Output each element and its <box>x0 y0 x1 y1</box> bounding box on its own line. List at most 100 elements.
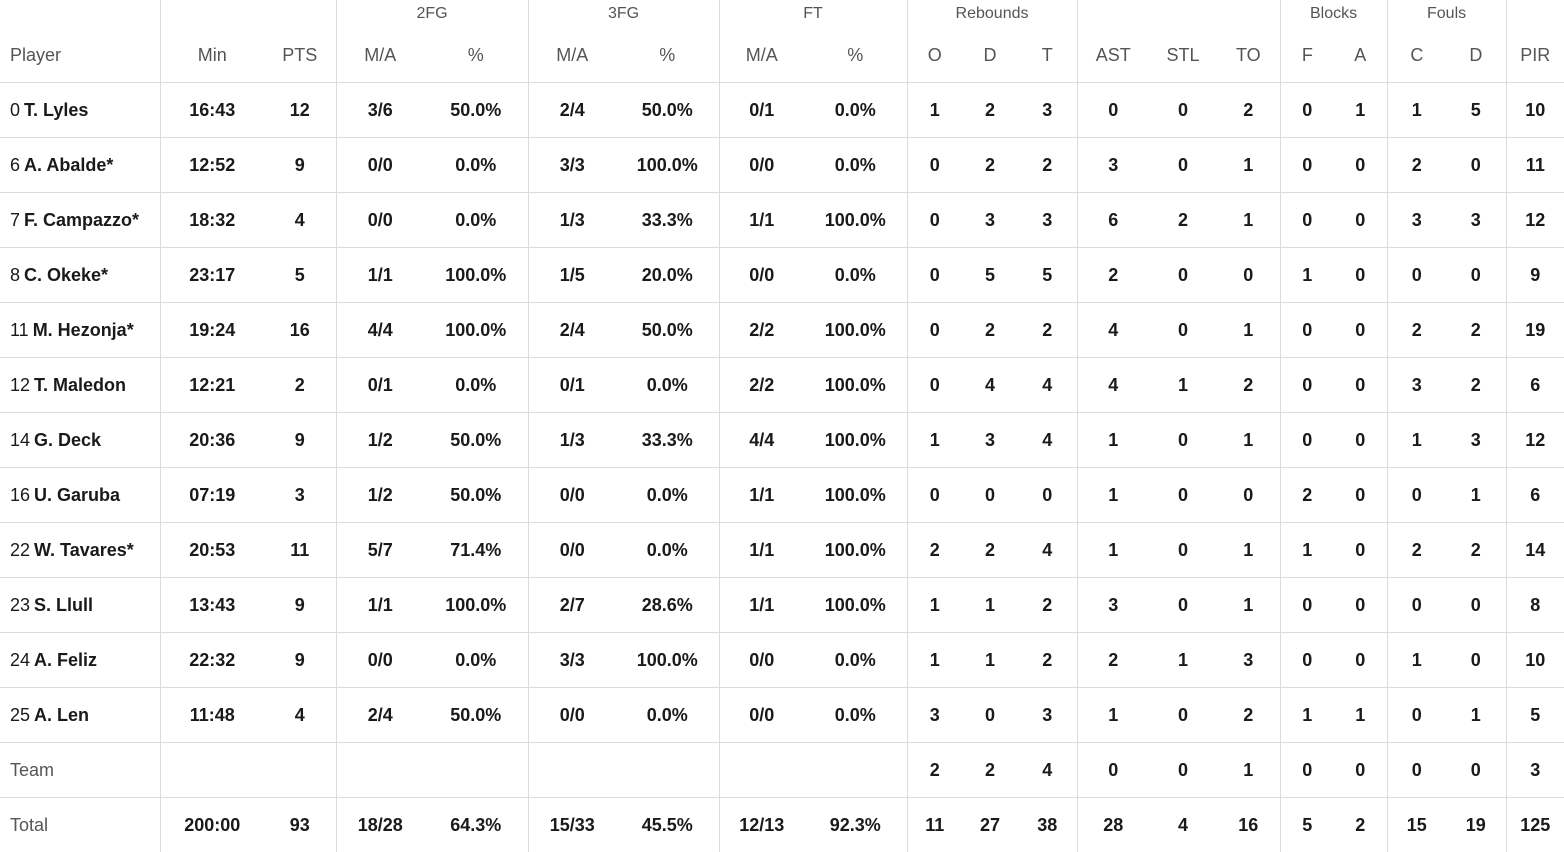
col-header-3fg-ma[interactable]: M/A <box>528 28 616 83</box>
col-header-player[interactable]: Player <box>0 28 160 83</box>
stat-ft-ma: 4/4 <box>719 413 804 468</box>
team-pir: 3 <box>1506 743 1564 798</box>
stat-min: 23:17 <box>160 248 264 303</box>
stat-fg3-pct: 50.0% <box>616 303 719 358</box>
player-name-link[interactable]: A. Feliz <box>34 650 97 670</box>
stat-pir: 6 <box>1506 468 1564 523</box>
col-header-reb-o[interactable]: O <box>907 28 962 83</box>
player-name-link[interactable]: S. Llull <box>34 595 93 615</box>
player-name-link[interactable]: G. Deck <box>34 430 101 450</box>
stat-ft-ma: 0/0 <box>719 688 804 743</box>
stat-fg2-ma: 1/1 <box>336 248 424 303</box>
stat-min: 20:36 <box>160 413 264 468</box>
stat-to: 1 <box>1217 523 1280 578</box>
player-name-link[interactable]: T. Maledon <box>34 375 126 395</box>
col-header-2fg-pct[interactable]: % <box>424 28 528 83</box>
stat-blk-a: 0 <box>1334 193 1387 248</box>
stat-blk-a: 0 <box>1334 468 1387 523</box>
player-name-link[interactable]: T. Lyles <box>24 100 88 120</box>
col-header-stl[interactable]: STL <box>1149 28 1217 83</box>
player-name-link[interactable]: A. Abalde* <box>24 155 113 175</box>
col-header-to[interactable]: TO <box>1217 28 1280 83</box>
stat-pts: 4 <box>264 688 336 743</box>
stat-stl: 0 <box>1149 468 1217 523</box>
player-name-link[interactable]: A. Len <box>34 705 89 725</box>
player-number: 14 <box>10 430 30 450</box>
stat-fg3-ma: 0/0 <box>528 688 616 743</box>
stat-fg2-pct: 100.0% <box>424 248 528 303</box>
stat-min: 19:24 <box>160 303 264 358</box>
stat-fg2-pct: 0.0% <box>424 138 528 193</box>
stat-fg3-pct: 33.3% <box>616 193 719 248</box>
stat-ft-pct: 100.0% <box>804 303 907 358</box>
col-header-ast[interactable]: AST <box>1077 28 1149 83</box>
stat-reb-d: 2 <box>962 138 1018 193</box>
stat-min: 20:53 <box>160 523 264 578</box>
col-header-foul-d[interactable]: D <box>1446 28 1506 83</box>
player-number: 0 <box>10 100 20 120</box>
group-header-fouls: Fouls <box>1387 0 1506 28</box>
stat-fg3-pct: 20.0% <box>616 248 719 303</box>
team-label: Team <box>0 743 160 798</box>
group-header-ft: FT <box>719 0 907 28</box>
col-header-ft-pct[interactable]: % <box>804 28 907 83</box>
stat-reb-d: 2 <box>962 83 1018 138</box>
total-pts: 93 <box>264 798 336 852</box>
stat-ast: 1 <box>1077 688 1149 743</box>
player-name-link[interactable]: M. Hezonja* <box>33 320 134 340</box>
stat-fg2-pct: 50.0% <box>424 468 528 523</box>
stat-foul-d: 2 <box>1446 303 1506 358</box>
col-header-2fg-ma[interactable]: M/A <box>336 28 424 83</box>
col-header-min[interactable]: Min <box>160 28 264 83</box>
stat-foul-d: 0 <box>1446 248 1506 303</box>
total-min: 200:00 <box>160 798 264 852</box>
stat-ft-pct: 0.0% <box>804 138 907 193</box>
col-header-blk-a[interactable]: A <box>1334 28 1387 83</box>
stat-pir: 19 <box>1506 303 1564 358</box>
stat-foul-c: 3 <box>1387 358 1446 413</box>
col-header-foul-c[interactable]: C <box>1387 28 1446 83</box>
col-header-blk-f[interactable]: F <box>1280 28 1334 83</box>
stat-foul-c: 1 <box>1387 83 1446 138</box>
stat-ft-ma: 2/2 <box>719 358 804 413</box>
col-header-reb-d[interactable]: D <box>962 28 1018 83</box>
team-stl: 0 <box>1149 743 1217 798</box>
col-header-pts[interactable]: PTS <box>264 28 336 83</box>
player-name-link[interactable]: W. Tavares* <box>34 540 134 560</box>
player-name-link[interactable]: C. Okeke* <box>24 265 108 285</box>
player-name-link[interactable]: F. Campazzo* <box>24 210 139 230</box>
stat-foul-c: 0 <box>1387 688 1446 743</box>
stat-pir: 8 <box>1506 578 1564 633</box>
stat-ast: 3 <box>1077 138 1149 193</box>
stat-fg2-ma: 1/1 <box>336 578 424 633</box>
player-name-link[interactable]: U. Garuba <box>34 485 120 505</box>
col-header-reb-t[interactable]: T <box>1018 28 1077 83</box>
stat-reb-d: 2 <box>962 303 1018 358</box>
col-header-pir[interactable]: PIR <box>1506 28 1564 83</box>
col-header-ft-ma[interactable]: M/A <box>719 28 804 83</box>
stat-fg2-ma: 5/7 <box>336 523 424 578</box>
stat-fg3-pct: 100.0% <box>616 633 719 688</box>
player-number: 6 <box>10 155 20 175</box>
total-blk-a: 2 <box>1334 798 1387 852</box>
col-header-3fg-pct[interactable]: % <box>616 28 719 83</box>
stat-reb-t: 4 <box>1018 358 1077 413</box>
stat-pir: 12 <box>1506 193 1564 248</box>
